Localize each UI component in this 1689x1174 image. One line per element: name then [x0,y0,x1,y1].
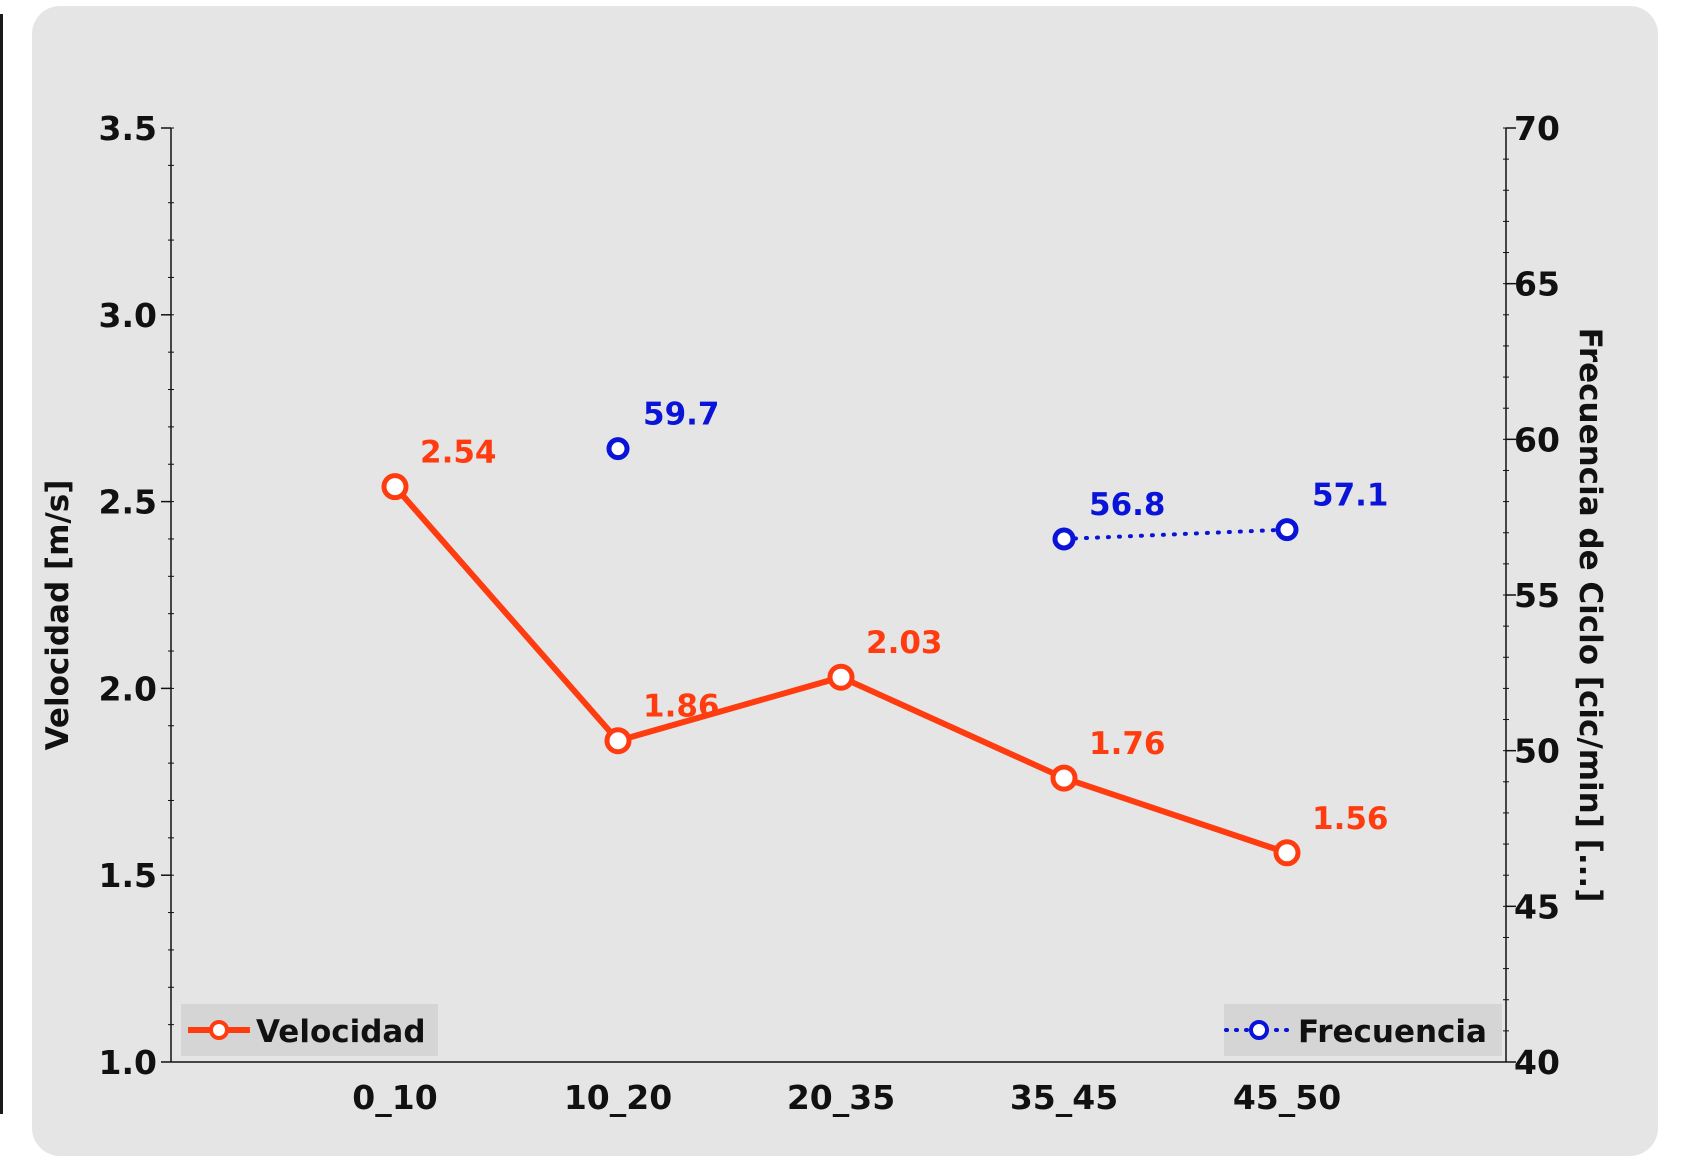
data-label-frecuencia: 59.7 [643,397,720,433]
legend-box-frecuencia [1224,1004,1502,1056]
y-right-tick-label: 65 [1514,265,1560,304]
data-point-frecuencia [1052,527,1076,551]
y-left-tick-label: 1.5 [99,856,157,895]
data-label-velocidad: 1.56 [1312,801,1389,837]
y-left-axis-title: Velocidad [m/s] [40,480,76,751]
legend-swatch-marker-frecuencia [1249,1020,1269,1040]
data-point-velocidad [381,473,409,501]
y-left-tick-label: 3.5 [99,109,157,148]
series-line-velocidad [838,674,1067,782]
y-left-tick-label: 2.5 [99,483,157,522]
data-label-velocidad: 1.76 [1089,726,1166,762]
y-left-tick-label: 1.0 [99,1043,157,1082]
data-point-velocidad [1273,839,1301,867]
x-tick-label: 0_10 [352,1078,437,1117]
x-tick-label: 35_45 [1010,1078,1118,1117]
series-line-velocidad [1061,775,1290,856]
legend-label-velocidad: Velocidad [256,1014,426,1050]
y-right-tick-label: 50 [1514,732,1560,771]
y-right-tick-label: 60 [1514,420,1560,459]
x-tick-label: 20_35 [787,1078,895,1117]
y-right-tick-label: 45 [1514,887,1560,926]
series-line-velocidad [615,674,844,744]
y-right-tick-label: 40 [1514,1043,1560,1082]
chart-panel [32,6,1658,1156]
data-label-velocidad: 2.03 [866,625,943,661]
series-line-frecuencia [1062,527,1289,541]
data-label-velocidad: 2.54 [420,435,497,471]
series-line-velocidad [392,483,621,744]
data-point-velocidad [604,727,632,755]
x-tick-label: 10_20 [564,1078,672,1117]
data-point-velocidad [827,663,855,691]
y-left-tick-label: 2.0 [99,669,157,708]
y-right-tick-label: 55 [1514,576,1560,615]
data-point-velocidad [1050,764,1078,792]
x-tick-label: 45_50 [1233,1078,1341,1117]
y-right-axis-title: Frecuencia de Ciclo [cic/min] [...] [1572,328,1608,903]
y-left-tick-label: 3.0 [99,296,157,335]
data-point-frecuencia [606,437,630,461]
legend-label-frecuencia: Frecuencia [1298,1014,1487,1050]
y-right-tick-label: 70 [1514,109,1560,148]
data-label-frecuencia: 56.8 [1089,487,1166,523]
data-point-frecuencia [1275,518,1299,542]
data-label-velocidad: 1.86 [643,689,720,725]
window-edge [0,14,3,1114]
legend-swatch-marker-velocidad [209,1020,229,1040]
data-label-frecuencia: 57.1 [1312,478,1389,514]
